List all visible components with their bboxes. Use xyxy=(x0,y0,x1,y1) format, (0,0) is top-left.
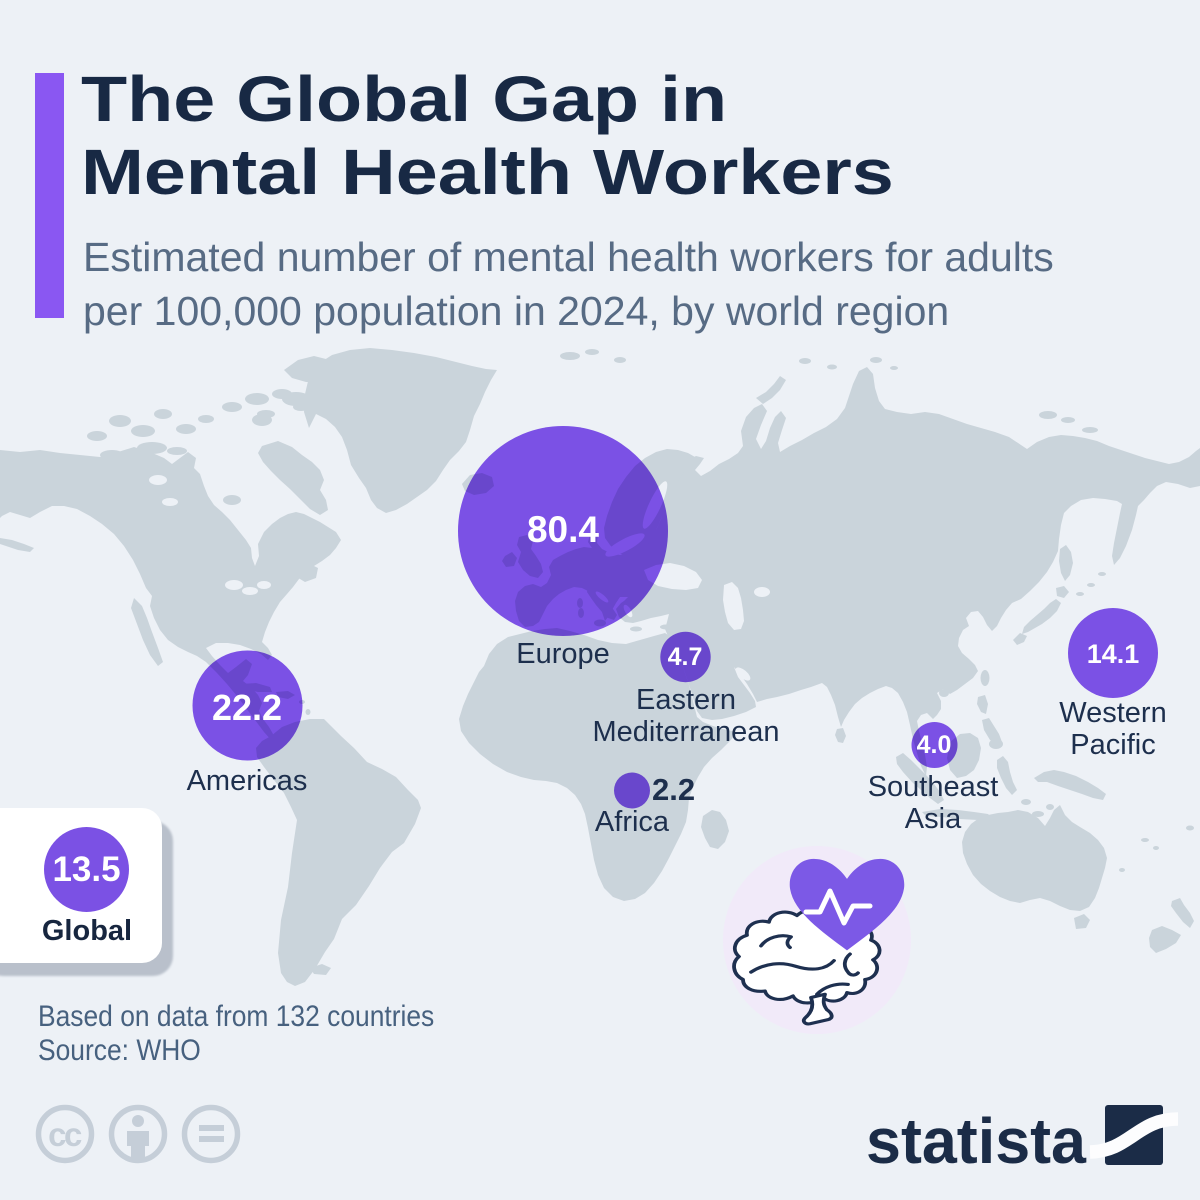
svg-text:cc: cc xyxy=(48,1116,82,1153)
svg-text:statista: statista xyxy=(866,1105,1086,1177)
